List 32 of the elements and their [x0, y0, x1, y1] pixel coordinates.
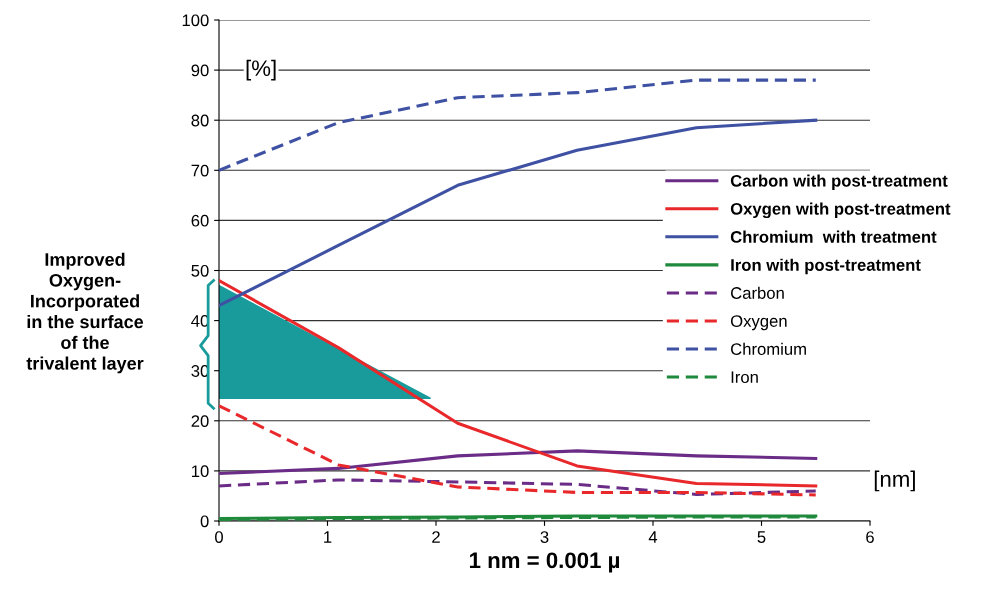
x-tick-label: 0 — [215, 531, 223, 543]
legend-label: Carbon with post-treatment — [730, 174, 948, 190]
line-series — [219, 478, 818, 496]
y-tick-label: 10 — [192, 465, 209, 478]
x-tick-label: 4 — [648, 531, 658, 543]
x-tick-label: 3 — [540, 531, 549, 543]
y-tick-label: 80 — [191, 114, 209, 127]
line-series — [219, 449, 818, 475]
y-tick-label: 90 — [191, 64, 209, 77]
y-tick-label: 60 — [191, 214, 209, 227]
legend-label: Oxygen — [730, 315, 787, 331]
legend-label: Iron with post-treatment — [731, 258, 921, 275]
line-series — [219, 278, 818, 488]
line-series — [219, 404, 818, 497]
y-tick-label: 100 — [182, 14, 209, 27]
x-tick-label: 6 — [866, 531, 874, 543]
y-tick-label: 0 — [200, 515, 209, 528]
legend-label: Oxygen with post-treatment — [730, 202, 951, 219]
legend-label: Chromium with treatment — [730, 230, 937, 243]
text: [nm] — [874, 470, 915, 492]
legend-label: Iron — [731, 371, 758, 384]
x-axis-title: 1 nm = 0.001 µ — [470, 552, 620, 573]
legend-label: Chromium — [731, 342, 806, 355]
text: Improved Oxygen- Incorporated in the surface of the trivalent layer — [26, 252, 144, 374]
y-tick-label: 50 — [191, 264, 209, 277]
x-tick-label: 2 — [432, 531, 440, 543]
x-tick-label: 5 — [757, 531, 766, 543]
x-tick-label: 1 — [324, 531, 332, 543]
legend-label: Carbon — [731, 286, 784, 299]
y-tick-label: 70 — [191, 164, 209, 177]
y-tick-label: 20 — [191, 415, 209, 427]
y-axis-title: [%] — [246, 59, 276, 81]
